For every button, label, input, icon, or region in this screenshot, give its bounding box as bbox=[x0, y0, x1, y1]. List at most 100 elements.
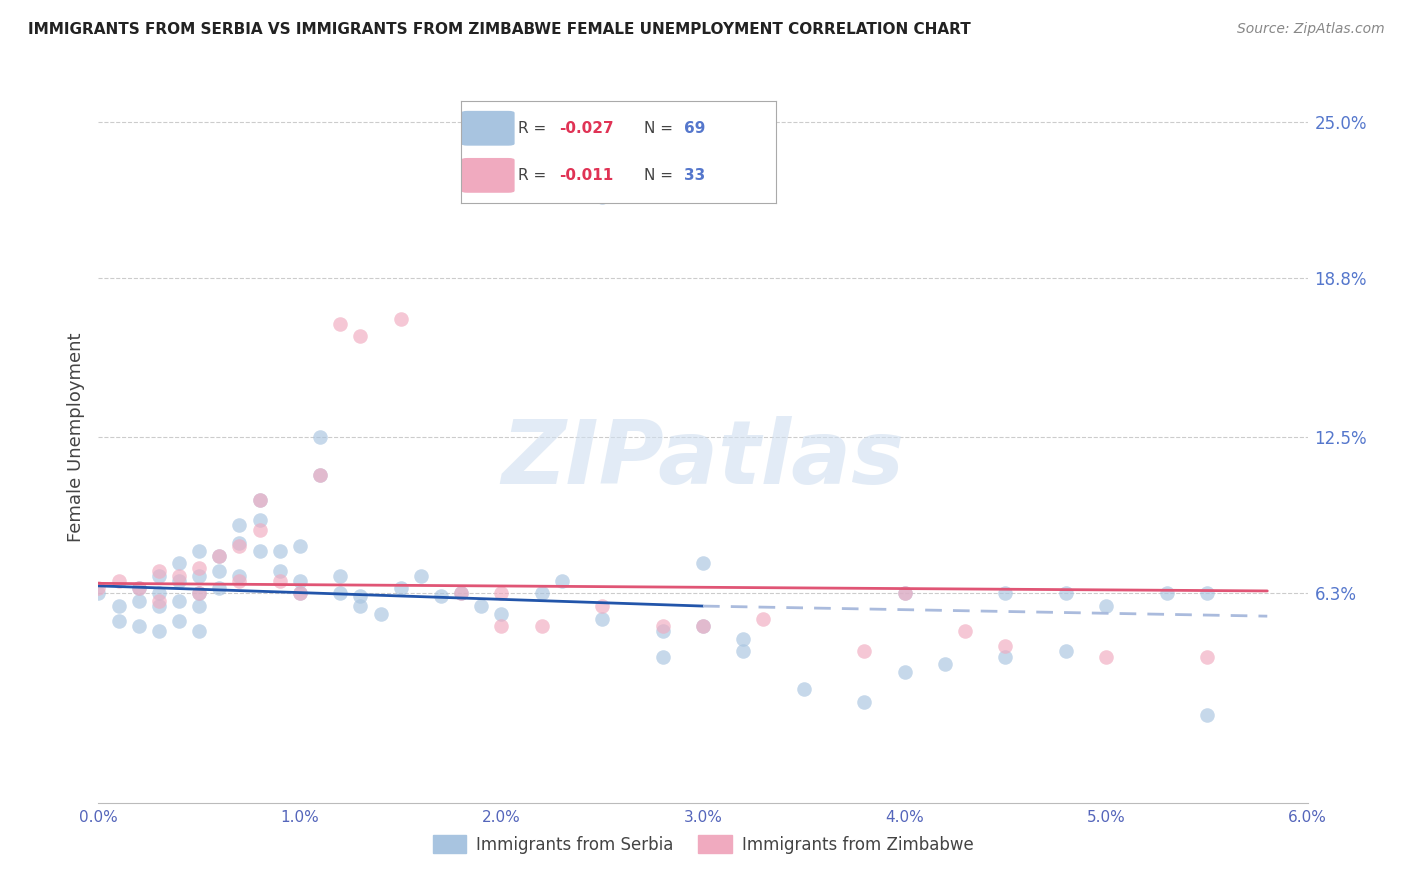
Point bbox=[87, 586, 110, 600]
Point bbox=[1054, 586, 1077, 600]
Point bbox=[208, 564, 231, 578]
Point bbox=[530, 586, 553, 600]
Point bbox=[128, 582, 150, 596]
Point bbox=[934, 657, 956, 671]
Point bbox=[269, 564, 291, 578]
Text: IMMIGRANTS FROM SERBIA VS IMMIGRANTS FROM ZIMBABWE FEMALE UNEMPLOYMENT CORRELATI: IMMIGRANTS FROM SERBIA VS IMMIGRANTS FRO… bbox=[28, 22, 972, 37]
Point bbox=[329, 569, 352, 583]
Point bbox=[167, 569, 190, 583]
Point bbox=[530, 619, 553, 633]
Point bbox=[188, 561, 211, 575]
Point bbox=[752, 612, 775, 626]
Point bbox=[692, 556, 714, 570]
Text: Source: ZipAtlas.com: Source: ZipAtlas.com bbox=[1237, 22, 1385, 37]
Point bbox=[288, 539, 311, 553]
Point bbox=[288, 574, 311, 588]
Point bbox=[148, 564, 170, 578]
Point bbox=[128, 619, 150, 633]
Point bbox=[188, 624, 211, 639]
Point bbox=[107, 574, 129, 588]
Point bbox=[651, 649, 673, 664]
Point bbox=[249, 543, 271, 558]
Point bbox=[1095, 649, 1118, 664]
Point bbox=[167, 614, 190, 628]
Point bbox=[269, 543, 291, 558]
Point bbox=[188, 543, 211, 558]
Point bbox=[329, 586, 352, 600]
Point bbox=[349, 329, 371, 343]
Point bbox=[450, 586, 472, 600]
Point bbox=[249, 493, 271, 508]
Point bbox=[893, 665, 915, 679]
Point bbox=[309, 467, 332, 482]
Point bbox=[249, 524, 271, 538]
Point bbox=[128, 594, 150, 608]
Point bbox=[994, 649, 1017, 664]
Point bbox=[893, 586, 915, 600]
Point bbox=[167, 556, 190, 570]
Point bbox=[349, 599, 371, 613]
Point bbox=[370, 607, 392, 621]
Point bbox=[994, 586, 1017, 600]
Point bbox=[1054, 644, 1077, 658]
Point bbox=[188, 569, 211, 583]
Point bbox=[389, 311, 412, 326]
Point bbox=[1195, 707, 1218, 722]
Point bbox=[491, 619, 513, 633]
Point bbox=[1095, 599, 1118, 613]
Point bbox=[148, 599, 170, 613]
Point bbox=[591, 599, 613, 613]
Point bbox=[208, 582, 231, 596]
Point bbox=[269, 574, 291, 588]
Point bbox=[349, 589, 371, 603]
Point bbox=[450, 586, 472, 600]
Point bbox=[228, 539, 250, 553]
Point bbox=[87, 582, 110, 596]
Point bbox=[1195, 586, 1218, 600]
Legend: Immigrants from Serbia, Immigrants from Zimbabwe: Immigrants from Serbia, Immigrants from … bbox=[426, 829, 980, 860]
Point bbox=[994, 640, 1017, 654]
Point bbox=[188, 586, 211, 600]
Point bbox=[309, 467, 332, 482]
Point bbox=[107, 599, 129, 613]
Point bbox=[249, 513, 271, 527]
Point bbox=[228, 574, 250, 588]
Point bbox=[329, 317, 352, 331]
Point bbox=[853, 695, 876, 709]
Point bbox=[389, 582, 412, 596]
Text: ZIPatlas: ZIPatlas bbox=[502, 416, 904, 502]
Point bbox=[692, 619, 714, 633]
Point bbox=[208, 549, 231, 563]
Point bbox=[793, 682, 815, 697]
Point bbox=[430, 589, 453, 603]
Point bbox=[228, 569, 250, 583]
Point bbox=[228, 518, 250, 533]
Point bbox=[148, 586, 170, 600]
Point bbox=[591, 612, 613, 626]
Point bbox=[733, 644, 755, 658]
Point bbox=[853, 644, 876, 658]
Point bbox=[249, 493, 271, 508]
Point bbox=[651, 624, 673, 639]
Point bbox=[188, 599, 211, 613]
Point bbox=[551, 574, 574, 588]
Point bbox=[692, 619, 714, 633]
Point bbox=[591, 190, 613, 204]
Point bbox=[651, 619, 673, 633]
Point bbox=[491, 607, 513, 621]
Point bbox=[148, 569, 170, 583]
Point bbox=[733, 632, 755, 646]
Point bbox=[107, 614, 129, 628]
Point bbox=[167, 574, 190, 588]
Point bbox=[167, 594, 190, 608]
Y-axis label: Female Unemployment: Female Unemployment bbox=[66, 333, 84, 541]
Point bbox=[491, 586, 513, 600]
Point bbox=[208, 549, 231, 563]
Point bbox=[228, 536, 250, 550]
Point bbox=[470, 599, 492, 613]
Point bbox=[409, 569, 432, 583]
Point bbox=[893, 586, 915, 600]
Point bbox=[1195, 649, 1218, 664]
Point bbox=[288, 586, 311, 600]
Point bbox=[148, 594, 170, 608]
